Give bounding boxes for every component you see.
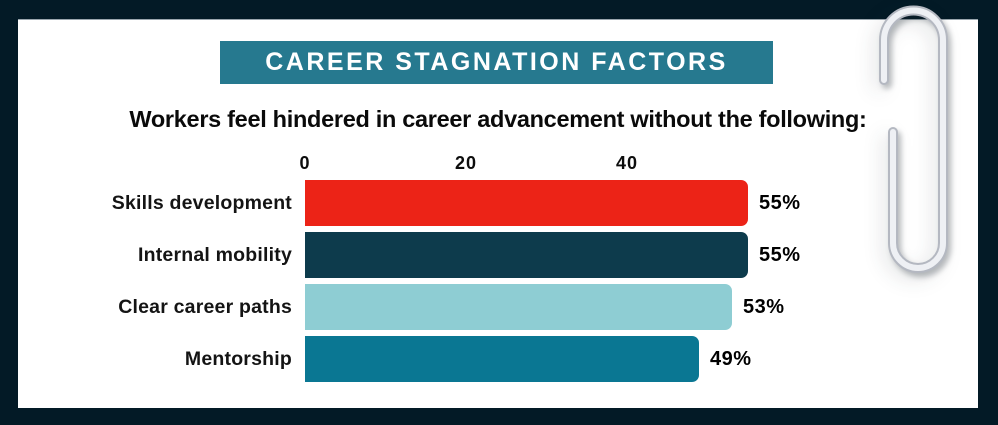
category-label: Clear career paths	[118, 295, 292, 318]
value-label: 55%	[759, 191, 801, 214]
value-label: 49%	[710, 347, 752, 370]
chart-subtitle: Workers feel hindered in career advancem…	[129, 106, 867, 132]
category-label: Mentorship	[184, 347, 292, 370]
bar-row: Mentorship 49%	[18, 336, 978, 382]
value-label: 55%	[759, 243, 801, 266]
x-axis-ticks: 0 20 40	[299, 153, 788, 180]
bar-rows: Skills development 55% Internal mobility 55…	[18, 180, 978, 382]
bar	[305, 232, 748, 278]
category-label: Internal mobility	[137, 243, 292, 266]
bar	[305, 284, 732, 330]
axis-tick-label: 20	[454, 153, 478, 173]
chart-title-banner: CAREER STAGNATION FACTORS	[220, 41, 773, 84]
axis-tick-label: 40	[615, 153, 639, 173]
axis-tick-label: 0	[299, 153, 311, 173]
bar-row: Internal mobility 55%	[18, 232, 978, 278]
bar	[305, 336, 699, 382]
infographic-card: CAREER STAGNATION FACTORS Workers feel h…	[18, 19, 978, 408]
bar	[305, 180, 748, 226]
bar-chart: 0 20 40 Skills development 55% Internal mobi…	[18, 153, 978, 388]
bar-row: Skills development 55%	[18, 180, 978, 226]
chart-title: CAREER STAGNATION FACTORS	[265, 48, 728, 76]
bar-row: Clear career paths 53%	[18, 284, 978, 330]
category-label: Skills development	[111, 191, 292, 214]
value-label: 53%	[743, 295, 785, 318]
